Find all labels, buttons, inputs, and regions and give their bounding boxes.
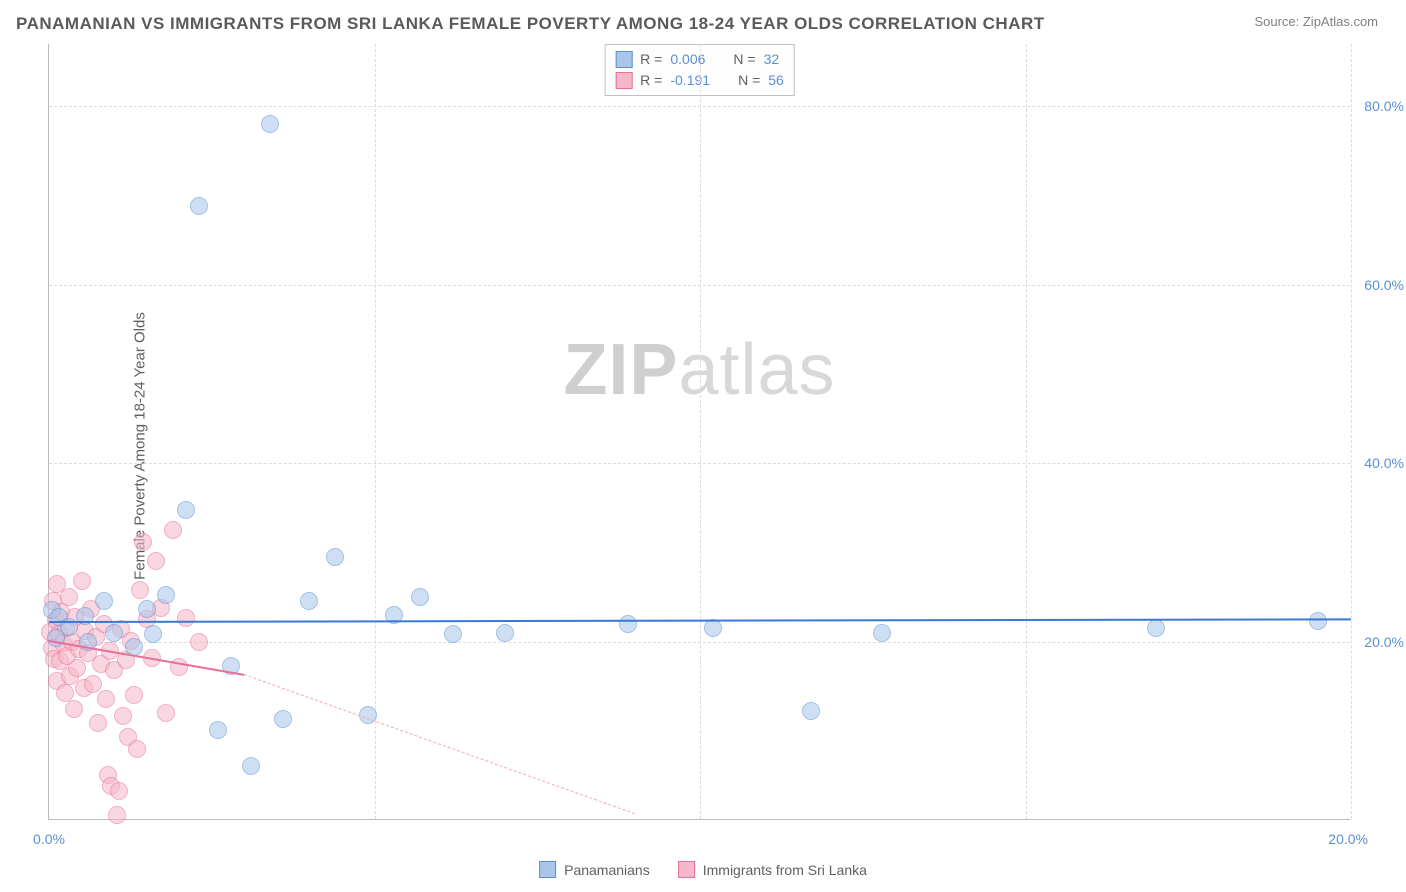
data-marker xyxy=(125,686,143,704)
legend-swatch-srilanka xyxy=(678,861,695,878)
data-marker xyxy=(261,115,279,133)
trend-line xyxy=(244,674,635,814)
data-marker xyxy=(326,548,344,566)
y-tick-label: 80.0% xyxy=(1354,98,1404,114)
legend-label-panamanians: Panamanians xyxy=(564,862,650,878)
data-marker xyxy=(105,624,123,642)
chart-title: PANAMANIAN VS IMMIGRANTS FROM SRI LANKA … xyxy=(16,14,1045,34)
data-marker xyxy=(157,704,175,722)
data-marker xyxy=(873,624,891,642)
data-marker xyxy=(190,633,208,651)
data-marker xyxy=(131,581,149,599)
data-marker xyxy=(704,619,722,637)
data-marker xyxy=(190,197,208,215)
data-marker xyxy=(177,609,195,627)
swatch-panamanians xyxy=(615,51,632,68)
data-marker xyxy=(274,710,292,728)
data-marker xyxy=(177,501,195,519)
data-marker xyxy=(114,707,132,725)
x-tick-label: 20.0% xyxy=(1328,831,1368,847)
data-marker xyxy=(73,572,91,590)
data-marker xyxy=(1309,612,1327,630)
y-tick-label: 40.0% xyxy=(1354,455,1404,471)
data-marker xyxy=(108,806,126,824)
legend-item-panamanians: Panamanians xyxy=(539,861,650,878)
data-marker xyxy=(144,625,162,643)
source-attribution: Source: ZipAtlas.com xyxy=(1254,14,1378,29)
legend-bottom: Panamanians Immigrants from Sri Lanka xyxy=(539,861,867,878)
data-marker xyxy=(110,782,128,800)
r-value-srilanka: -0.191 xyxy=(670,70,710,91)
legend-label-srilanka: Immigrants from Sri Lanka xyxy=(703,862,867,878)
data-marker xyxy=(242,757,260,775)
data-marker xyxy=(411,588,429,606)
data-marker xyxy=(128,740,146,758)
data-marker xyxy=(134,533,152,551)
data-marker xyxy=(97,690,115,708)
data-marker xyxy=(60,588,78,606)
data-marker xyxy=(619,615,637,633)
data-marker xyxy=(68,659,86,677)
legend-swatch-panamanians xyxy=(539,861,556,878)
plot-area: ZIPatlas R = 0.006 N = 32 R = -0.191 N =… xyxy=(48,44,1350,820)
n-value-panamanians: 32 xyxy=(764,49,780,70)
data-marker xyxy=(802,702,820,720)
data-marker xyxy=(444,625,462,643)
data-marker xyxy=(157,586,175,604)
data-marker xyxy=(209,721,227,739)
data-marker xyxy=(89,714,107,732)
swatch-srilanka xyxy=(615,72,632,89)
data-marker xyxy=(138,600,156,618)
data-marker xyxy=(65,700,83,718)
data-marker xyxy=(164,521,182,539)
data-marker xyxy=(95,592,113,610)
x-tick-label: 0.0% xyxy=(33,831,65,847)
gridline-v xyxy=(375,44,376,819)
data-marker xyxy=(1147,619,1165,637)
chart-container: PANAMANIAN VS IMMIGRANTS FROM SRI LANKA … xyxy=(0,0,1406,892)
gridline-v xyxy=(1026,44,1027,819)
y-tick-label: 20.0% xyxy=(1354,634,1404,650)
gridline-v xyxy=(1351,44,1352,819)
data-marker xyxy=(84,675,102,693)
n-value-srilanka: 56 xyxy=(768,70,784,91)
data-marker xyxy=(496,624,514,642)
gridline-v xyxy=(700,44,701,819)
y-tick-label: 60.0% xyxy=(1354,277,1404,293)
data-marker xyxy=(300,592,318,610)
legend-item-srilanka: Immigrants from Sri Lanka xyxy=(678,861,867,878)
data-marker xyxy=(147,552,165,570)
